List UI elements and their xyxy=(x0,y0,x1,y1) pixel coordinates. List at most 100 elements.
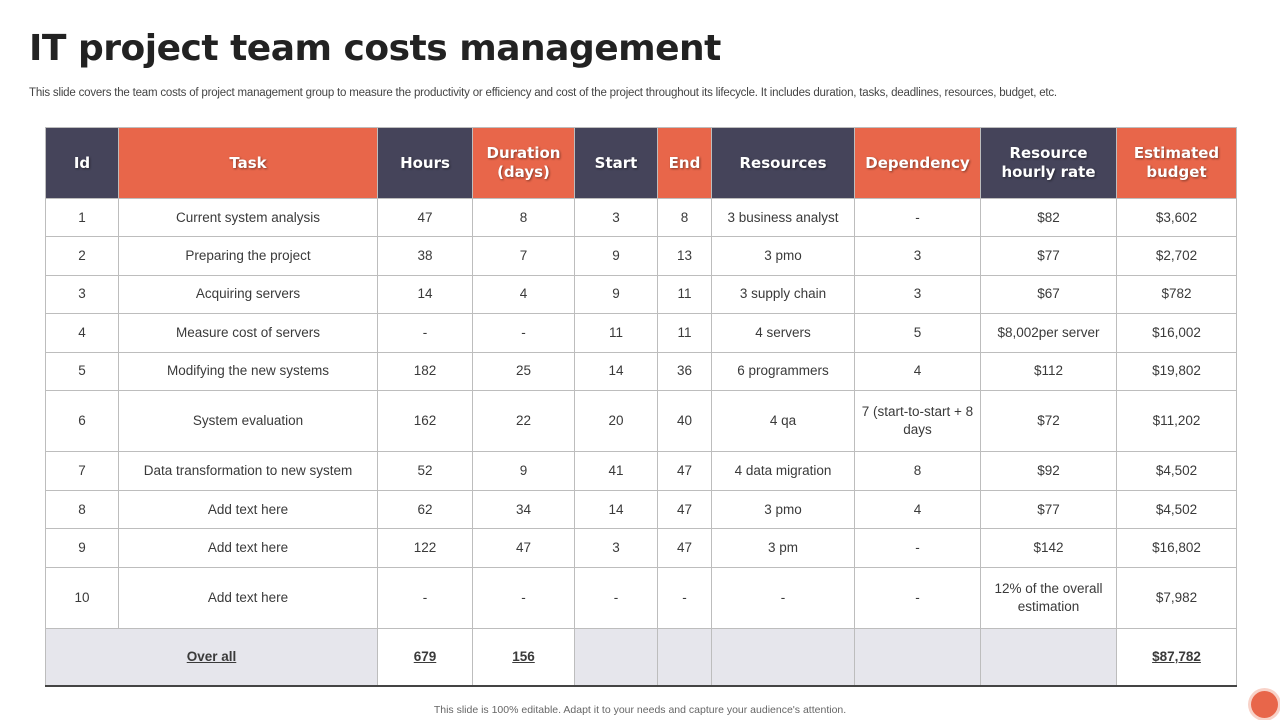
cell-budget: $2,702 xyxy=(1116,236,1237,276)
total-hours-value: 679 xyxy=(413,648,437,664)
cell-rate: $67 xyxy=(980,274,1117,315)
cell-resources: 3 pmo xyxy=(711,489,855,530)
cell-budget: $11,202 xyxy=(1116,389,1237,453)
cell-rate: $142 xyxy=(980,528,1117,568)
cell-hours: 14 xyxy=(377,274,473,315)
cell-end: 47 xyxy=(657,528,712,568)
cell-duration: 25 xyxy=(472,351,575,391)
table-row: 8 Add text here 62 34 14 47 3 pmo 4 $77 … xyxy=(45,489,1237,530)
cell-dependency: 3 xyxy=(854,236,981,276)
cell-hours: - xyxy=(377,566,473,630)
cell-start: 41 xyxy=(574,451,658,491)
cell-task: Data transformation to new system xyxy=(118,451,378,491)
cell-hours: 122 xyxy=(377,528,473,568)
cell-task: Current system analysis xyxy=(118,197,378,238)
cell-rate: $92 xyxy=(980,451,1117,491)
cell-resources: - xyxy=(711,566,855,630)
cell-hours: 162 xyxy=(377,389,473,453)
cell-start: 20 xyxy=(574,389,658,453)
cell-rate: $82 xyxy=(980,197,1117,238)
cell-dependency: 4 xyxy=(854,489,981,530)
cell-start: 14 xyxy=(574,351,658,391)
cell-duration: 34 xyxy=(472,489,575,530)
cell-duration: 7 xyxy=(472,236,575,276)
cell-dependency: 3 xyxy=(854,274,981,315)
cell-end: 47 xyxy=(657,489,712,530)
cell-duration: 22 xyxy=(472,389,575,453)
cell-hours: 52 xyxy=(377,451,473,491)
cell-start: - xyxy=(574,566,658,630)
cell-duration: 4 xyxy=(472,274,575,315)
header-id: Id xyxy=(45,127,119,199)
cell-dependency: 7 (start-to-start + 8 days xyxy=(854,389,981,453)
cell-id: 8 xyxy=(45,489,119,530)
cell-id: 6 xyxy=(45,389,119,453)
table-row: 4 Measure cost of servers - - 11 11 4 se… xyxy=(45,313,1237,353)
cell-task: Add text here xyxy=(118,528,378,568)
total-rate-empty xyxy=(980,628,1117,687)
cell-hours: 62 xyxy=(377,489,473,530)
cell-budget: $19,802 xyxy=(1116,351,1237,391)
cell-resources: 4 data migration xyxy=(711,451,855,491)
total-start-empty xyxy=(574,628,658,687)
cell-resources: 4 qa xyxy=(711,389,855,453)
cell-duration: - xyxy=(472,566,575,630)
cell-task: System evaluation xyxy=(118,389,378,453)
cell-end: 47 xyxy=(657,451,712,491)
cell-id: 9 xyxy=(45,528,119,568)
cell-budget: $4,502 xyxy=(1116,489,1237,530)
costs-table: Id Task Hours Duration (days) Start End … xyxy=(45,127,1237,687)
cell-rate: 12% of the overall estimation xyxy=(980,566,1117,630)
total-budget-value: $87,782 xyxy=(1152,648,1201,664)
cell-end: 11 xyxy=(657,313,712,353)
cell-end: 11 xyxy=(657,274,712,315)
cell-duration: 9 xyxy=(472,451,575,491)
cell-end: 8 xyxy=(657,197,712,238)
cell-id: 5 xyxy=(45,351,119,391)
cell-rate: $112 xyxy=(980,351,1117,391)
cell-hours: 182 xyxy=(377,351,473,391)
cell-start: 3 xyxy=(574,528,658,568)
total-end-empty xyxy=(657,628,712,687)
cell-dependency: 4 xyxy=(854,351,981,391)
cell-id: 3 xyxy=(45,274,119,315)
total-resources-empty xyxy=(711,628,855,687)
cell-budget: $4,502 xyxy=(1116,451,1237,491)
cell-resources: 4 servers xyxy=(711,313,855,353)
cell-hours: - xyxy=(377,313,473,353)
cell-rate: $77 xyxy=(980,236,1117,276)
total-hours: 679 xyxy=(377,628,473,687)
total-label-text: Over all xyxy=(186,648,237,664)
cell-id: 10 xyxy=(45,566,119,630)
table-row: 7 Data transformation to new system 52 9… xyxy=(45,451,1237,491)
cell-resources: 3 pm xyxy=(711,528,855,568)
cell-start: 3 xyxy=(574,197,658,238)
cell-start: 9 xyxy=(574,236,658,276)
cell-dependency: - xyxy=(854,566,981,630)
cell-task: Add text here xyxy=(118,489,378,530)
cell-task: Measure cost of servers xyxy=(118,313,378,353)
header-dependency: Dependency xyxy=(854,127,981,199)
slide-title: IT project team costs management xyxy=(29,28,721,69)
cell-end: 36 xyxy=(657,351,712,391)
decorative-circle-icon xyxy=(1251,691,1278,718)
header-resources: Resources xyxy=(711,127,855,199)
cell-budget: $16,802 xyxy=(1116,528,1237,568)
header-estimated-budget: Estimated budget xyxy=(1116,127,1237,199)
cell-budget: $782 xyxy=(1116,274,1237,315)
table-row: 3 Acquiring servers 14 4 9 11 3 supply c… xyxy=(45,274,1237,315)
cell-rate: $8,002per server xyxy=(980,313,1117,353)
cell-task: Acquiring servers xyxy=(118,274,378,315)
cell-id: 7 xyxy=(45,451,119,491)
cell-rate: $72 xyxy=(980,389,1117,453)
cell-start: 14 xyxy=(574,489,658,530)
cell-budget: $3,602 xyxy=(1116,197,1237,238)
header-end: End xyxy=(657,127,712,199)
header-task: Task xyxy=(118,127,378,199)
total-duration: 156 xyxy=(472,628,575,687)
cell-dependency: - xyxy=(854,528,981,568)
header-duration: Duration (days) xyxy=(472,127,575,199)
table-row: 5 Modifying the new systems 182 25 14 36… xyxy=(45,351,1237,391)
cell-hours: 38 xyxy=(377,236,473,276)
header-resource-hourly-rate: Resource hourly rate xyxy=(980,127,1117,199)
